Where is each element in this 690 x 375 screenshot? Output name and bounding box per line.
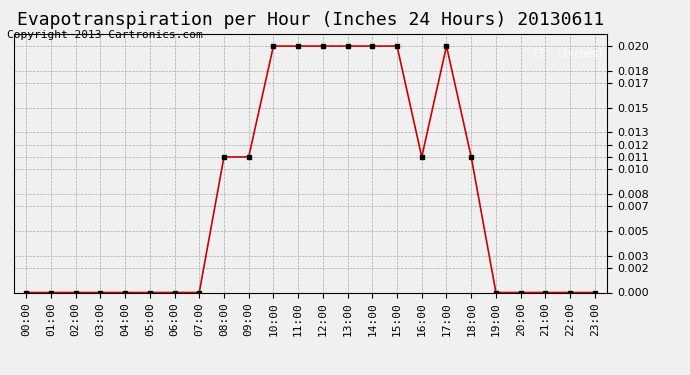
Title: Evapotranspiration per Hour (Inches 24 Hours) 20130611: Evapotranspiration per Hour (Inches 24 H… bbox=[17, 11, 604, 29]
Text: Copyright 2013 Cartronics.com: Copyright 2013 Cartronics.com bbox=[7, 30, 203, 39]
